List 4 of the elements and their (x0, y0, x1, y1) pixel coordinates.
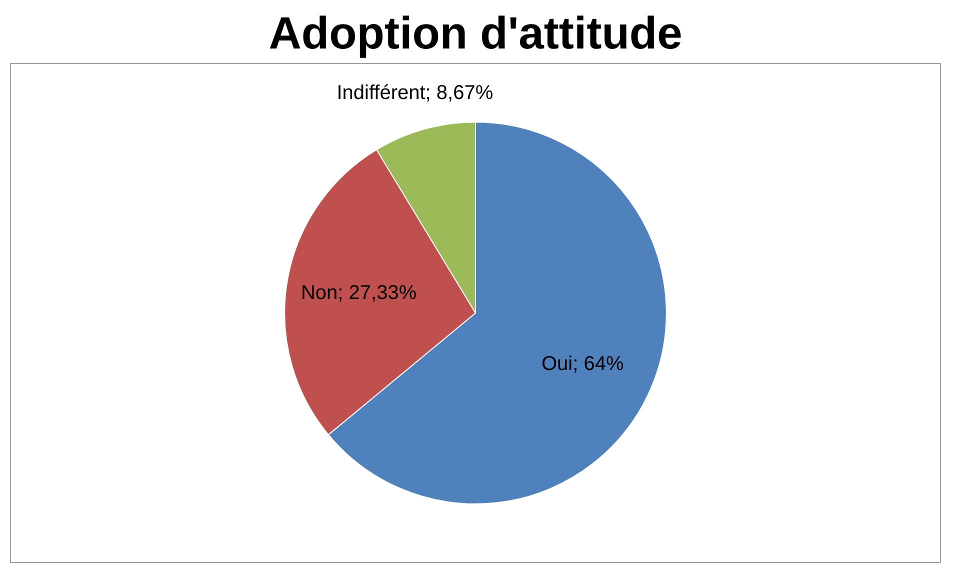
slice-label: Non; 27,33% (300, 282, 417, 304)
chart-title: Adoption d'attitude (268, 8, 682, 58)
slice-label: Indifférent; 8,67% (336, 82, 494, 104)
slice-label: Oui; 64% (541, 353, 624, 376)
